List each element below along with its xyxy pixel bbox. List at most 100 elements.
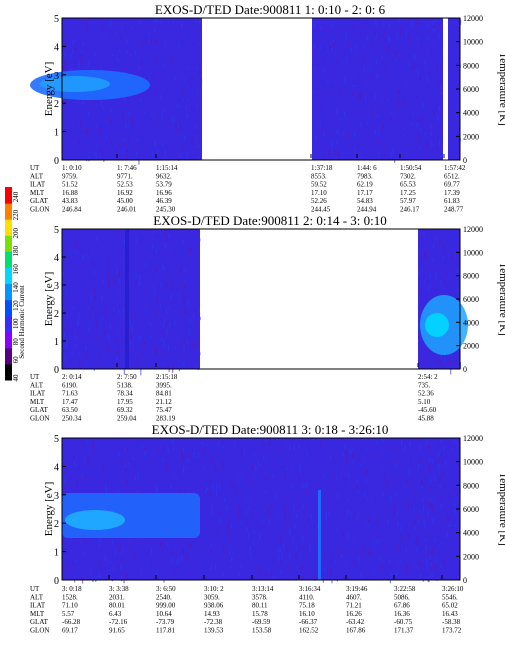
noise-speck xyxy=(116,564,119,570)
noise-speck xyxy=(153,323,155,327)
noise-speck xyxy=(440,439,442,443)
noise-speck xyxy=(74,123,76,127)
noise-speck xyxy=(116,356,118,361)
noise-speck xyxy=(234,441,236,449)
orbit-cell: -66.37 xyxy=(299,618,318,626)
noise-speck xyxy=(430,131,432,136)
noise-speck xyxy=(257,479,259,482)
noise-speck xyxy=(62,156,64,161)
orbit-cell: 1:44: 6 xyxy=(357,164,377,172)
noise-speck xyxy=(364,491,366,498)
noise-speck xyxy=(155,265,157,272)
noise-speck xyxy=(296,513,298,519)
noise-speck xyxy=(405,29,407,37)
noise-speck xyxy=(145,450,147,454)
noise-speck xyxy=(384,471,387,478)
noise-speck xyxy=(433,525,435,529)
noise-speck xyxy=(302,504,304,511)
noise-speck xyxy=(412,479,414,482)
noise-speck xyxy=(355,45,357,50)
noise-speck xyxy=(154,142,156,145)
orbit-cell: 16.26 xyxy=(346,610,362,618)
noise-speck xyxy=(105,308,107,315)
noise-speck xyxy=(107,270,109,278)
noise-speck xyxy=(313,473,315,476)
noise-speck xyxy=(144,111,146,115)
orbit-cell: 3:26:10 xyxy=(442,585,464,593)
noise-speck xyxy=(396,33,398,39)
noise-speck xyxy=(94,287,96,293)
noise-speck xyxy=(441,65,443,70)
noise-speck xyxy=(99,354,101,360)
panel-1-strip-right xyxy=(450,18,460,160)
noise-speck xyxy=(96,125,98,128)
noise-speck xyxy=(393,445,395,451)
noise-speck xyxy=(354,571,356,574)
noise-speck xyxy=(414,519,416,527)
noise-speck xyxy=(218,483,220,490)
orbit-cell: 9632. xyxy=(156,172,172,180)
orbit-cell: 65.02 xyxy=(442,602,458,610)
noise-speck xyxy=(199,352,201,356)
noise-speck xyxy=(434,472,436,479)
noise-speck xyxy=(342,531,344,535)
noise-speck xyxy=(344,472,346,478)
noise-speck xyxy=(134,537,136,542)
noise-speck xyxy=(192,312,195,319)
orbit-cell: 91.65 xyxy=(109,627,125,635)
orbit-cell: 5546. xyxy=(442,593,458,601)
noise-speck xyxy=(419,458,422,464)
noise-speck xyxy=(240,565,242,569)
noise-speck xyxy=(276,477,278,481)
noise-speck xyxy=(383,21,385,27)
noise-speck xyxy=(172,37,174,40)
noise-speck xyxy=(138,280,141,286)
orbit-cell: 17.17 xyxy=(357,189,373,197)
noise-speck xyxy=(417,463,419,470)
noise-speck xyxy=(366,121,368,125)
noise-speck xyxy=(288,528,291,535)
noise-speck xyxy=(184,134,186,141)
noise-speck xyxy=(330,555,332,561)
noise-speck xyxy=(214,565,217,571)
noise-speck xyxy=(449,521,451,528)
noise-speck xyxy=(165,282,167,288)
noise-speck xyxy=(412,121,415,124)
orbit-cell: 1528. xyxy=(62,593,78,601)
noise-speck xyxy=(288,553,290,558)
noise-speck xyxy=(424,357,426,363)
y2-tick-label: 8000 xyxy=(463,61,479,70)
noise-speck xyxy=(316,49,318,52)
noise-speck xyxy=(338,28,340,34)
noise-speck xyxy=(92,310,94,316)
noise-speck xyxy=(336,110,338,115)
noise-speck xyxy=(111,67,113,75)
noise-speck xyxy=(381,563,383,569)
orbit-cell: 71.63 xyxy=(62,390,78,398)
orbit-cell: 71.10 xyxy=(62,602,78,610)
noise-speck xyxy=(194,61,197,67)
noise-speck xyxy=(116,53,118,61)
noise-speck xyxy=(230,566,232,569)
noise-speck xyxy=(156,296,158,303)
noise-speck xyxy=(422,288,425,292)
y-tick-label: 3 xyxy=(54,491,59,502)
noise-speck xyxy=(446,269,449,276)
noise-speck xyxy=(323,474,325,477)
orbit-cell: 244.45 xyxy=(311,206,331,214)
noise-speck xyxy=(129,360,131,364)
noise-speck xyxy=(69,335,71,338)
orbit-row-label: GLAT xyxy=(30,406,49,414)
noise-speck xyxy=(185,354,188,357)
noise-speck xyxy=(100,154,102,158)
noise-speck xyxy=(278,554,280,561)
noise-speck xyxy=(383,30,386,35)
noise-speck xyxy=(87,111,89,118)
noise-speck xyxy=(94,294,96,299)
noise-speck xyxy=(150,322,152,328)
noise-speck xyxy=(432,518,434,524)
noise-speck xyxy=(389,578,391,584)
noise-speck xyxy=(310,514,312,519)
noise-speck xyxy=(265,438,267,443)
noise-speck xyxy=(348,566,350,570)
